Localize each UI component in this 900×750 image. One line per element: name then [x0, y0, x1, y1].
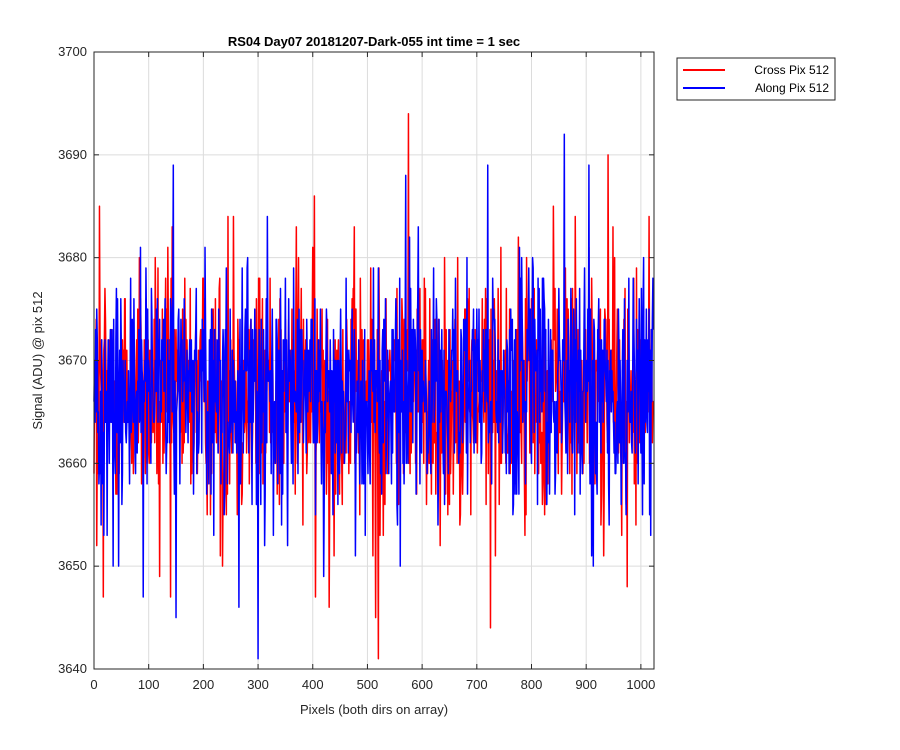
- x-tick-label: 900: [575, 677, 597, 692]
- y-tick-label: 3660: [58, 455, 87, 470]
- x-tick-label: 500: [357, 677, 379, 692]
- plot-area: 0 100 200 300 400 500 600 700 800 900 1000 3640 3650…: [58, 44, 655, 692]
- legend-label: Along Pix 512: [755, 81, 829, 95]
- legend-box: [676, 57, 836, 101]
- x-tick-label: 1000: [626, 677, 655, 692]
- y-tick-label: 3640: [58, 661, 87, 676]
- x-tick-label: 100: [138, 677, 160, 692]
- x-tick-label: 800: [521, 677, 543, 692]
- x-tick-label: 0: [90, 677, 97, 692]
- x-tick-label: 600: [411, 677, 433, 692]
- ticks: 0 100 200 300 400 500 600 700 800 900 1000 3640 3650…: [58, 44, 655, 692]
- x-tick-label: 200: [193, 677, 215, 692]
- y-tick-label: 3650: [58, 558, 87, 573]
- legend: Cross Pix 512 Along Pix 512: [676, 57, 836, 101]
- x-tick-label: 700: [466, 677, 488, 692]
- y-axis-label: Signal (ADU) @ pix 512: [30, 291, 45, 429]
- legend-label: Cross Pix 512: [754, 63, 829, 77]
- series-group: [93, 112, 655, 660]
- x-tick-label: 400: [302, 677, 324, 692]
- x-tick-label: 300: [247, 677, 269, 692]
- chart-title: RS04 Day07 20181207-Dark-055 int time = …: [228, 34, 520, 49]
- y-tick-label: 3700: [58, 44, 87, 59]
- x-axis-label: Pixels (both dirs on array): [300, 702, 448, 717]
- series-line-along: [93, 133, 655, 660]
- y-tick-label: 3680: [58, 250, 87, 265]
- y-tick-label: 3670: [58, 353, 87, 368]
- y-tick-label: 3690: [58, 147, 87, 162]
